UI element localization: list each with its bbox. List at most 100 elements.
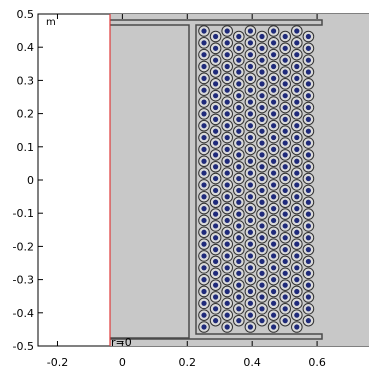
coil-conductor[interactable] [259,294,265,300]
coil-conductor[interactable] [294,241,300,247]
coil-conductor[interactable] [236,104,242,111]
coil-conductor[interactable] [201,253,207,259]
coil-conductor[interactable] [224,253,230,259]
coil-conductor[interactable] [271,253,277,259]
coil-conductor[interactable] [294,229,300,235]
coil-conductor[interactable] [224,182,230,188]
coil-conductor[interactable] [282,199,288,205]
coil-conductor[interactable] [213,199,219,205]
coil-conductor[interactable] [282,81,288,87]
coil-conductor[interactable] [236,128,242,134]
coil-conductor[interactable] [259,93,265,99]
coil-conductor[interactable] [213,258,219,265]
coil-conductor[interactable] [201,99,207,105]
coil-conductor[interactable] [282,69,288,75]
coil-conductor[interactable] [271,265,277,271]
coil-conductor[interactable] [247,170,253,176]
coil-conductor[interactable] [305,294,311,300]
coil-conductor[interactable] [305,81,311,87]
coil-conductor[interactable] [305,152,311,158]
coil-conductor[interactable] [282,282,288,288]
coil-conductor[interactable] [305,45,311,51]
coil-conductor[interactable] [201,87,207,93]
coil-conductor[interactable] [259,282,265,288]
coil-conductor[interactable] [259,140,265,146]
coil-conductor[interactable] [224,312,230,318]
coil-conductor[interactable] [224,288,230,295]
coil-conductor[interactable] [247,229,253,235]
coil-conductor[interactable] [236,175,242,182]
coil-conductor[interactable] [247,111,253,117]
coil-conductor[interactable] [305,57,311,63]
coil-conductor[interactable] [224,324,230,330]
coil-conductor[interactable] [271,217,277,224]
coil-conductor[interactable] [201,63,207,70]
coil-conductor[interactable] [224,241,230,247]
coil-conductor[interactable] [259,247,265,253]
coil-conductor[interactable] [271,170,277,176]
coil-conductor[interactable] [305,33,311,40]
coil-conductor[interactable] [213,211,219,217]
coil-conductor[interactable] [294,324,300,330]
coil-conductor[interactable] [201,134,207,141]
coil-conductor[interactable] [259,211,265,217]
coil-conductor[interactable] [282,211,288,217]
coil-conductor[interactable] [213,116,219,122]
coil-conductor[interactable] [271,52,277,58]
coil-conductor[interactable] [247,206,253,212]
coil-conductor[interactable] [294,288,300,295]
coil-conductor[interactable] [259,33,265,40]
coil-conductor[interactable] [305,282,311,288]
coil-conductor[interactable] [305,270,311,276]
coil-conductor[interactable] [294,40,300,46]
coil-conductor[interactable] [201,194,207,200]
coil-conductor[interactable] [282,247,288,253]
coil-conductor[interactable] [201,123,207,129]
coil-conductor[interactable] [294,52,300,58]
coil-conductor[interactable] [213,69,219,75]
coil-conductor[interactable] [282,152,288,158]
coil-conductor[interactable] [305,93,311,99]
coil-conductor[interactable] [224,158,230,164]
coil-conductor[interactable] [271,146,277,152]
coil-conductor[interactable] [213,140,219,146]
coil-conductor[interactable] [259,175,265,182]
coil-conductor[interactable] [305,175,311,182]
coil-conductor[interactable] [201,277,207,283]
coil-conductor[interactable] [213,247,219,253]
coil-conductor[interactable] [247,123,253,129]
coil-conductor[interactable] [247,253,253,259]
coil-conductor[interactable] [247,87,253,93]
coil-conductor[interactable] [224,99,230,105]
coil-conductor[interactable] [224,111,230,117]
coil-conductor[interactable] [213,128,219,134]
coil-conductor[interactable] [259,57,265,63]
coil-conductor[interactable] [213,235,219,241]
coil-conductor[interactable] [305,69,311,75]
coil-conductor[interactable] [236,223,242,229]
coil-conductor[interactable] [247,28,253,34]
coil-conductor[interactable] [213,318,219,324]
coil-conductor[interactable] [259,128,265,134]
coil-conductor[interactable] [201,288,207,295]
coil-conductor[interactable] [305,104,311,111]
coil-conductor[interactable] [294,146,300,152]
coil-conductor[interactable] [271,288,277,295]
coil-conductor[interactable] [294,123,300,129]
coil-conductor[interactable] [224,277,230,283]
coil-conductor[interactable] [213,93,219,99]
coil-conductor[interactable] [247,134,253,141]
coil-conductor[interactable] [247,63,253,70]
coil-conductor[interactable] [247,146,253,152]
coil-conductor[interactable] [282,93,288,99]
coil-conductor[interactable] [236,57,242,63]
coil-conductor[interactable] [247,52,253,58]
coil-conductor[interactable] [259,69,265,75]
coil-conductor[interactable] [224,229,230,235]
coil-conductor[interactable] [213,175,219,182]
coil-conductor[interactable] [236,318,242,324]
coil-conductor[interactable] [259,270,265,276]
coil-conductor[interactable] [247,312,253,318]
coil-conductor[interactable] [282,140,288,146]
